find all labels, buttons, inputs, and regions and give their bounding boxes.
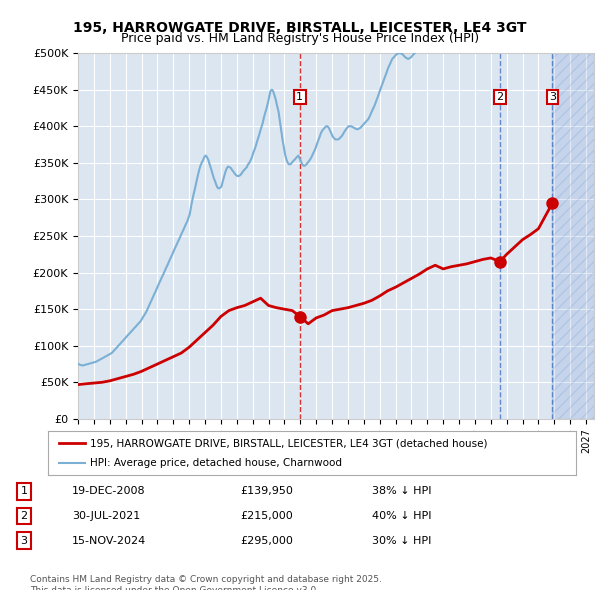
Text: 40% ↓ HPI: 40% ↓ HPI	[372, 511, 431, 521]
Text: 19-DEC-2008: 19-DEC-2008	[72, 486, 146, 496]
Text: 195, HARROWGATE DRIVE, BIRSTALL, LEICESTER, LE4 3GT: 195, HARROWGATE DRIVE, BIRSTALL, LEICEST…	[73, 21, 527, 35]
Text: 195, HARROWGATE DRIVE, BIRSTALL, LEICESTER, LE4 3GT (detached house): 195, HARROWGATE DRIVE, BIRSTALL, LEICEST…	[90, 438, 488, 448]
Text: 30-JUL-2021: 30-JUL-2021	[72, 511, 140, 521]
Text: 1: 1	[296, 92, 304, 102]
Text: Contains HM Land Registry data © Crown copyright and database right 2025.
This d: Contains HM Land Registry data © Crown c…	[30, 575, 382, 590]
Text: £295,000: £295,000	[240, 536, 293, 546]
Text: HPI: Average price, detached house, Charnwood: HPI: Average price, detached house, Char…	[90, 458, 342, 467]
Text: 2: 2	[20, 511, 28, 521]
Text: 15-NOV-2024: 15-NOV-2024	[72, 536, 146, 546]
Text: 38% ↓ HPI: 38% ↓ HPI	[372, 486, 431, 496]
Text: £139,950: £139,950	[240, 486, 293, 496]
Text: 1: 1	[20, 486, 28, 496]
Text: £215,000: £215,000	[240, 511, 293, 521]
Text: Price paid vs. HM Land Registry's House Price Index (HPI): Price paid vs. HM Land Registry's House …	[121, 32, 479, 45]
Text: 3: 3	[20, 536, 28, 546]
Bar	[553, 53, 594, 419]
Text: 30% ↓ HPI: 30% ↓ HPI	[372, 536, 431, 546]
Text: 3: 3	[549, 92, 556, 102]
Text: 2: 2	[496, 92, 503, 102]
